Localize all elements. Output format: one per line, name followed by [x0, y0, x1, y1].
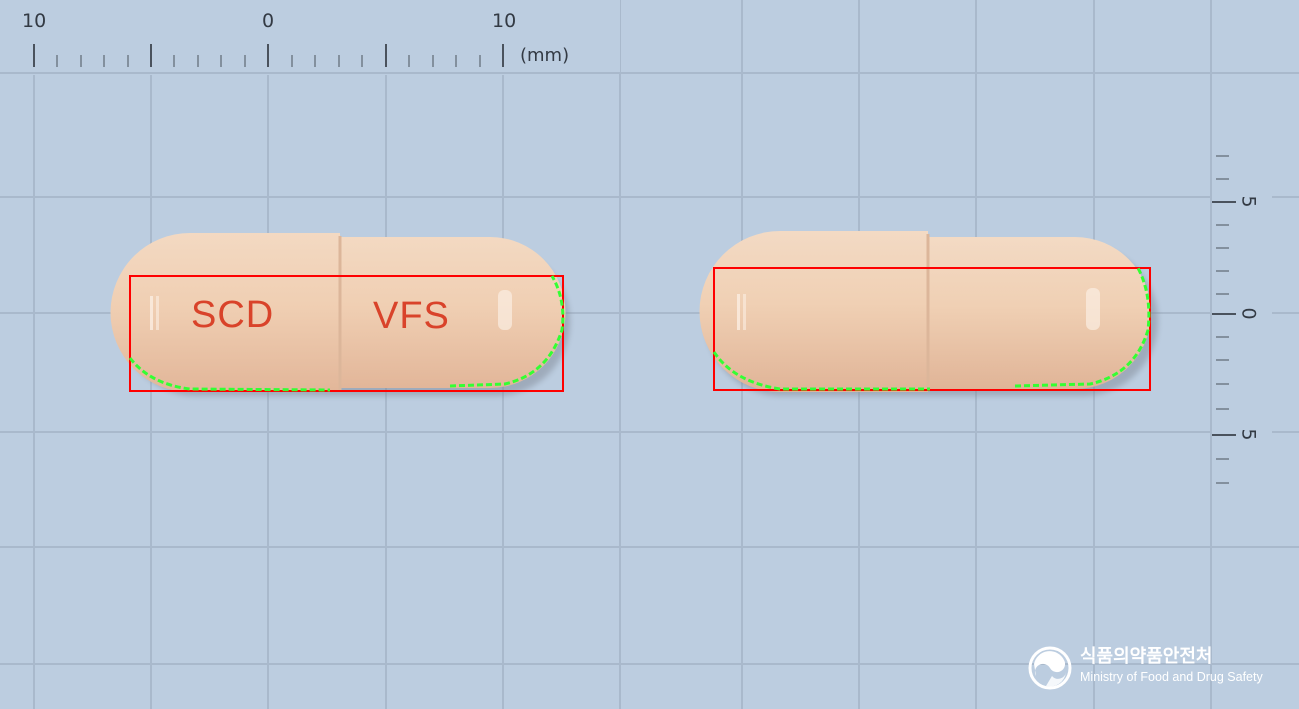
logo-english-text: Ministry of Food and Drug Safety	[1080, 670, 1263, 684]
horizontal-ruler	[33, 44, 504, 67]
vertical-ruler	[1212, 155, 1236, 484]
vruler-label-bottom-5: 5	[1237, 428, 1260, 441]
ruler-unit-label: (mm)	[520, 45, 570, 66]
imprint-vfs: VFS	[373, 295, 450, 337]
capsule-front	[110, 233, 570, 396]
ruler-label-zero: 0	[262, 10, 275, 32]
vruler-label-zero: 0	[1237, 307, 1260, 320]
mfds-logo-emblem	[1028, 646, 1072, 690]
logo-korean-text: 식품의약품안전처	[1080, 646, 1213, 667]
capsule-back	[699, 231, 1158, 396]
ruler-label-left-10: 10	[22, 10, 47, 32]
ruler-label-right-10: 10	[492, 10, 517, 32]
imprint-scd: SCD	[191, 294, 275, 336]
vruler-label-top-5: 5	[1237, 195, 1260, 208]
